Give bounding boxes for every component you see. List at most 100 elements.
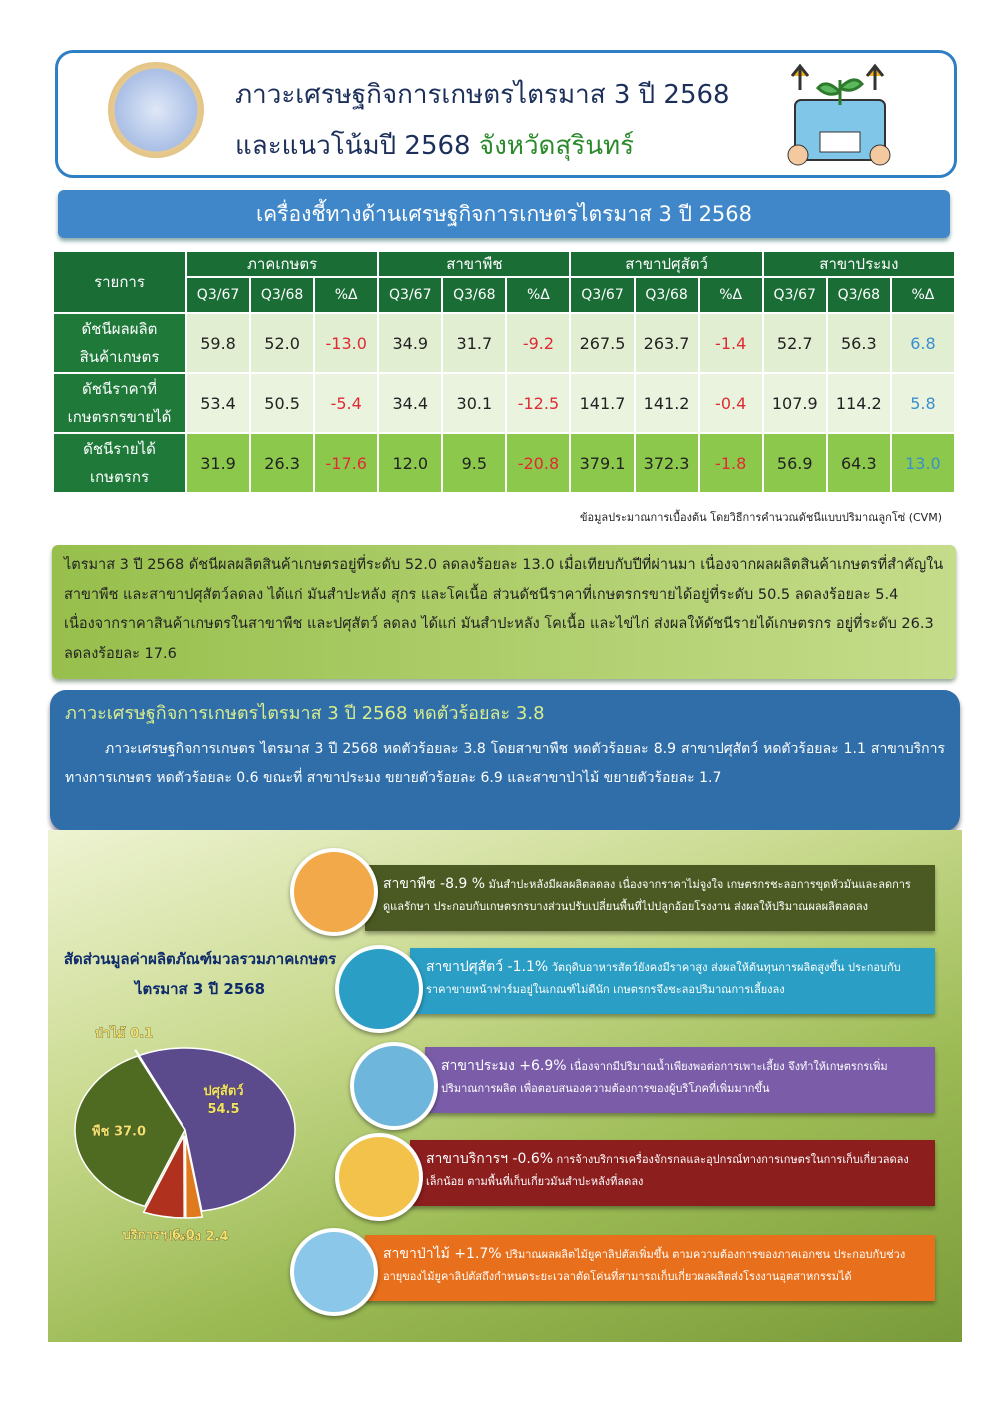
row-label: ดัชนีรายได้เกษตรกร bbox=[52, 432, 187, 494]
pie-value: 54.5 bbox=[207, 1102, 239, 1117]
row-label: ดัชนีราคาที่ เกษตรกรขายได้ bbox=[52, 372, 187, 434]
subcolumn-header: Q3/68 bbox=[249, 276, 316, 314]
group-header: ภาคเกษตร bbox=[184, 250, 380, 278]
branch-icon bbox=[290, 1228, 378, 1316]
pie-slice bbox=[137, 1047, 296, 1212]
branch-line: สาขาประมง +6.9% เนื่องจากมีปริมาณน้ำเพีย… bbox=[441, 1055, 923, 1100]
cell: 34.4 bbox=[377, 372, 444, 434]
branch-line: สาขาปศุสัตว์ -1.1% วัตถุดิบอาหารสัตว์ยัง… bbox=[426, 956, 923, 1001]
subtitle: และแนวโน้มปี 2568 bbox=[235, 131, 471, 161]
header-icon bbox=[787, 63, 891, 166]
data-row: ดัชนีราคาที่ เกษตรกรขายได้ 53.4 50.5 -5.4 34.… bbox=[52, 372, 957, 434]
pie-slice bbox=[134, 1049, 184, 1125]
branch-box: สาขาบริการฯ -0.6% การจ้างบริการเครื่องจั… bbox=[410, 1140, 935, 1206]
table-note: ข้อมูลประมาณการเบื้องต้น โดยวิธีการคำนวณ… bbox=[579, 511, 942, 524]
group-header: สาขาปศุสัตว์ bbox=[569, 250, 764, 278]
branch-name: สาขาป่าไม้ +1.7% bbox=[383, 1246, 502, 1262]
cell: 52.0 bbox=[249, 312, 316, 374]
cell: 59.8 bbox=[184, 312, 252, 374]
overview-text: ภาวะเศรษฐกิจการเกษตร ไตรมาส 3 ปี 2568 หด… bbox=[65, 741, 945, 786]
pie-label: พืช 37.0 bbox=[92, 1123, 146, 1139]
subcolumn-header: Q3/67 bbox=[761, 276, 828, 314]
branch-name: สาขาประมง +6.9% bbox=[441, 1058, 567, 1074]
pie-label: ประมง 2.4 bbox=[164, 1229, 229, 1244]
cell: 26.3 bbox=[249, 432, 316, 494]
group-header: สาขาพืช bbox=[377, 250, 572, 278]
group-header: สาขาประมง bbox=[761, 250, 957, 278]
row-label-line: ดัชนีรายได้ bbox=[83, 440, 156, 458]
pie-label: บริการฯ 6.0 bbox=[122, 1227, 194, 1242]
indicator-table: รายการ ภาคเกษตร สาขาพืช สาขาปศุสัตว์ สาขาประ… bbox=[52, 250, 957, 494]
cell: 141.7 bbox=[569, 372, 636, 434]
summary: ไตรมาส 3 ปี 2568 ดัชนีผลผลิตสินค้าเกษตรอ… bbox=[52, 545, 956, 679]
branch-box: สาขาปศุสัตว์ -1.1% วัตถุดิบอาหารสัตว์ยัง… bbox=[410, 948, 935, 1014]
branch-line: สาขาบริการฯ -0.6% การจ้างบริการเครื่องจั… bbox=[426, 1148, 923, 1193]
province: จังหวัดสุรินทร์ bbox=[478, 131, 635, 161]
cell: 263.7 bbox=[633, 312, 700, 374]
cell: 372.3 bbox=[633, 432, 700, 494]
cell: 6.8 bbox=[889, 312, 957, 374]
pie-value: 6.0 bbox=[172, 1227, 195, 1242]
subcolumn-header: %Δ bbox=[313, 276, 380, 314]
title: ภาวะเศรษฐกิจการเกษตรไตรมาส 3 ปี 2568 bbox=[235, 80, 730, 110]
overview-box: ภาวะเศรษฐกิจการเกษตรไตรมาส 3 ปี 2568 หดต… bbox=[50, 690, 960, 831]
cell: 141.2 bbox=[633, 372, 700, 434]
cell: 64.3 bbox=[825, 432, 892, 494]
row-label-line: เกษตรกร bbox=[89, 468, 150, 486]
subcolumn-header: Q3/67 bbox=[377, 276, 444, 314]
cell: 56.9 bbox=[761, 432, 828, 494]
logo bbox=[108, 62, 204, 158]
pie-slice bbox=[142, 1135, 185, 1219]
data-row: ดัชนีผลผลิต สินค้าเกษตร 59.8 52.0 -13.0 34.9 3… bbox=[52, 312, 957, 374]
cell: 34.9 bbox=[377, 312, 444, 374]
cell: 13.0 bbox=[889, 432, 957, 494]
subcolumn-header: Q3/68 bbox=[825, 276, 892, 314]
branch-text: มันสำปะหลังมีผลผลิตลดลง เนื่องจากราคาไม่… bbox=[383, 878, 911, 913]
branch-icon bbox=[350, 1042, 438, 1130]
row-label-line: ดัชนีราคาที่ bbox=[82, 380, 157, 398]
pie-label-name: ป่าไม้ bbox=[95, 1024, 126, 1041]
pie-value: 37.0 bbox=[114, 1124, 146, 1139]
cell: 12.0 bbox=[377, 432, 444, 494]
row-label: ดัชนีผลผลิต สินค้าเกษตร bbox=[52, 312, 187, 374]
subcolumn-header: %Δ bbox=[697, 276, 764, 314]
cell: 114.2 bbox=[825, 372, 892, 434]
subheader-row: Q3/67 Q3/68 %Δ Q3/67 Q3/68 %Δ Q3/67 Q3/68 %Δ Q3/6… bbox=[53, 276, 957, 314]
branch-line: สาขาพืช -8.9 % มันสำปะหลังมีผลผลิตลดลง เ… bbox=[383, 873, 923, 918]
pie-slice bbox=[74, 1054, 186, 1208]
overview-title: ภาวะเศรษฐกิจการเกษตรไตรมาส 3 ปี 2568 หดต… bbox=[65, 703, 545, 724]
pie-label-name: ประมง bbox=[164, 1229, 201, 1244]
cell: 9.5 bbox=[441, 432, 508, 494]
pie-label: ปศุสัตว์ bbox=[203, 1083, 243, 1099]
branch-box: สาขาประมง +6.9% เนื่องจากมีปริมาณน้ำเพีย… bbox=[425, 1047, 935, 1113]
cell: 267.5 bbox=[569, 312, 636, 374]
cell: -1.4 bbox=[697, 312, 764, 374]
subcolumn-header: %Δ bbox=[889, 276, 957, 314]
branch-icon bbox=[335, 1133, 423, 1221]
cell: -1.8 bbox=[697, 432, 764, 494]
cell: 107.9 bbox=[761, 372, 828, 434]
cell: -5.4 bbox=[313, 372, 380, 434]
pie-label-name: พืช bbox=[92, 1123, 110, 1139]
cell: -9.2 bbox=[505, 312, 572, 374]
branch-box: สาขาป่าไม้ +1.7% ปริมาณผลผลิตไม้ยูคาลิปต… bbox=[365, 1235, 935, 1301]
subcolumn-header: Q3/68 bbox=[633, 276, 700, 314]
branch-icon bbox=[290, 848, 378, 936]
branch-name: สาขาปศุสัตว์ -1.1% bbox=[426, 959, 549, 975]
cell: 379.1 bbox=[569, 432, 636, 494]
branch-box: สาขาพืช -8.9 % มันสำปะหลังมีผลผลิตลดลง เ… bbox=[365, 865, 935, 931]
branch-text: เนื่องจากมีปริมาณน้ำเพียงพอต่อการเพาะเลี… bbox=[441, 1060, 888, 1095]
branch-name: สาขาพืช -8.9 % bbox=[383, 876, 486, 892]
banner: เครื่องชี้ทางด้านเศรษฐกิจการเกษตรไตรมาส … bbox=[58, 190, 950, 238]
branch-text: ปริมาณผลผลิตไม้ยูคาลิปตัสเพิ่มขึ้น ตามคว… bbox=[383, 1248, 906, 1283]
pie-value: 0.1 bbox=[130, 1026, 153, 1041]
pie-label-name: บริการฯ bbox=[122, 1227, 167, 1242]
cell: 53.4 bbox=[184, 372, 252, 434]
cell: -12.5 bbox=[505, 372, 572, 434]
pie-label: ป่าไม้ 0.1 bbox=[95, 1024, 153, 1041]
pie-value: 2.4 bbox=[205, 1229, 228, 1244]
subcolumn-header: %Δ bbox=[505, 276, 572, 314]
row-label-line: สินค้าเกษตร bbox=[79, 348, 160, 366]
